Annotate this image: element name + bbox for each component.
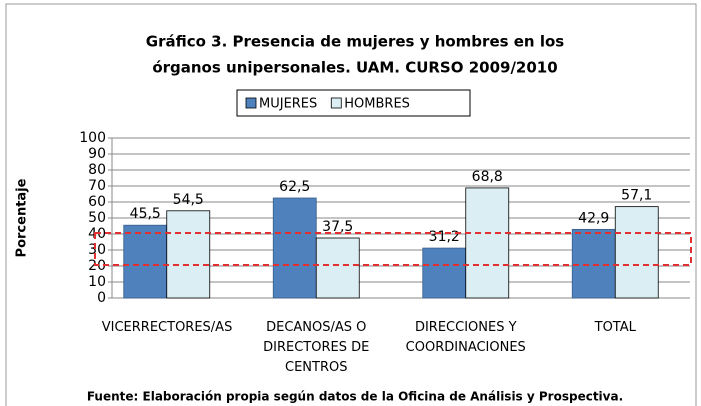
- x-tick-label: VICERRECTORES/AS: [101, 320, 233, 335]
- bar: [166, 210, 211, 299]
- bar: [465, 187, 510, 299]
- source-note: Fuente: Elaboración propia según datos d…: [87, 390, 623, 404]
- y-tick-label: 90: [88, 146, 106, 162]
- bar: [315, 237, 360, 299]
- y-tick-label: 0: [97, 290, 106, 306]
- y-tick-label: 70: [88, 178, 106, 194]
- bar: [123, 224, 168, 299]
- y-tick-label: 30: [88, 242, 106, 258]
- chart-title: órganos unipersonales. UAM. CURSO 2009/2…: [152, 59, 557, 77]
- data-label: 45,5: [130, 206, 161, 222]
- data-label: 31,2: [429, 229, 460, 245]
- y-tick-label: 60: [88, 194, 106, 210]
- legend-swatch: [330, 97, 342, 109]
- legend-box: [236, 89, 471, 117]
- legend-swatch: [245, 97, 257, 109]
- data-label: 54,5: [173, 192, 204, 208]
- bar: [272, 197, 317, 299]
- data-label: 37,5: [322, 219, 353, 235]
- data-label: 57,1: [621, 188, 652, 204]
- bar: [422, 247, 467, 299]
- x-tick-label: TOTAL: [594, 320, 636, 335]
- y-axis-label: Porcentaje: [15, 178, 30, 257]
- y-tick-label: 50: [88, 210, 106, 226]
- y-tick-label: 10: [88, 274, 106, 290]
- legend-label: MUJERES: [259, 97, 317, 112]
- bar: [571, 228, 616, 299]
- chart-border: [5, 3, 697, 406]
- y-tick-label: 100: [79, 130, 106, 146]
- legend-label: HOMBRES: [344, 97, 410, 112]
- chart-title: Gráfico 3. Presencia de mujeres y hombre…: [146, 33, 565, 51]
- highlight-box: [94, 232, 692, 266]
- data-label: 68,8: [472, 169, 503, 185]
- x-tick-label: DECANOS/AS O DIRECTORES DE CENTROS: [263, 320, 370, 375]
- data-label: 62,5: [279, 179, 310, 195]
- bar: [614, 206, 659, 299]
- x-tick-label: DIRECCIONES Y COORDINACIONES: [405, 320, 526, 355]
- y-tick-label: 80: [88, 162, 106, 178]
- data-label: 42,9: [578, 210, 609, 226]
